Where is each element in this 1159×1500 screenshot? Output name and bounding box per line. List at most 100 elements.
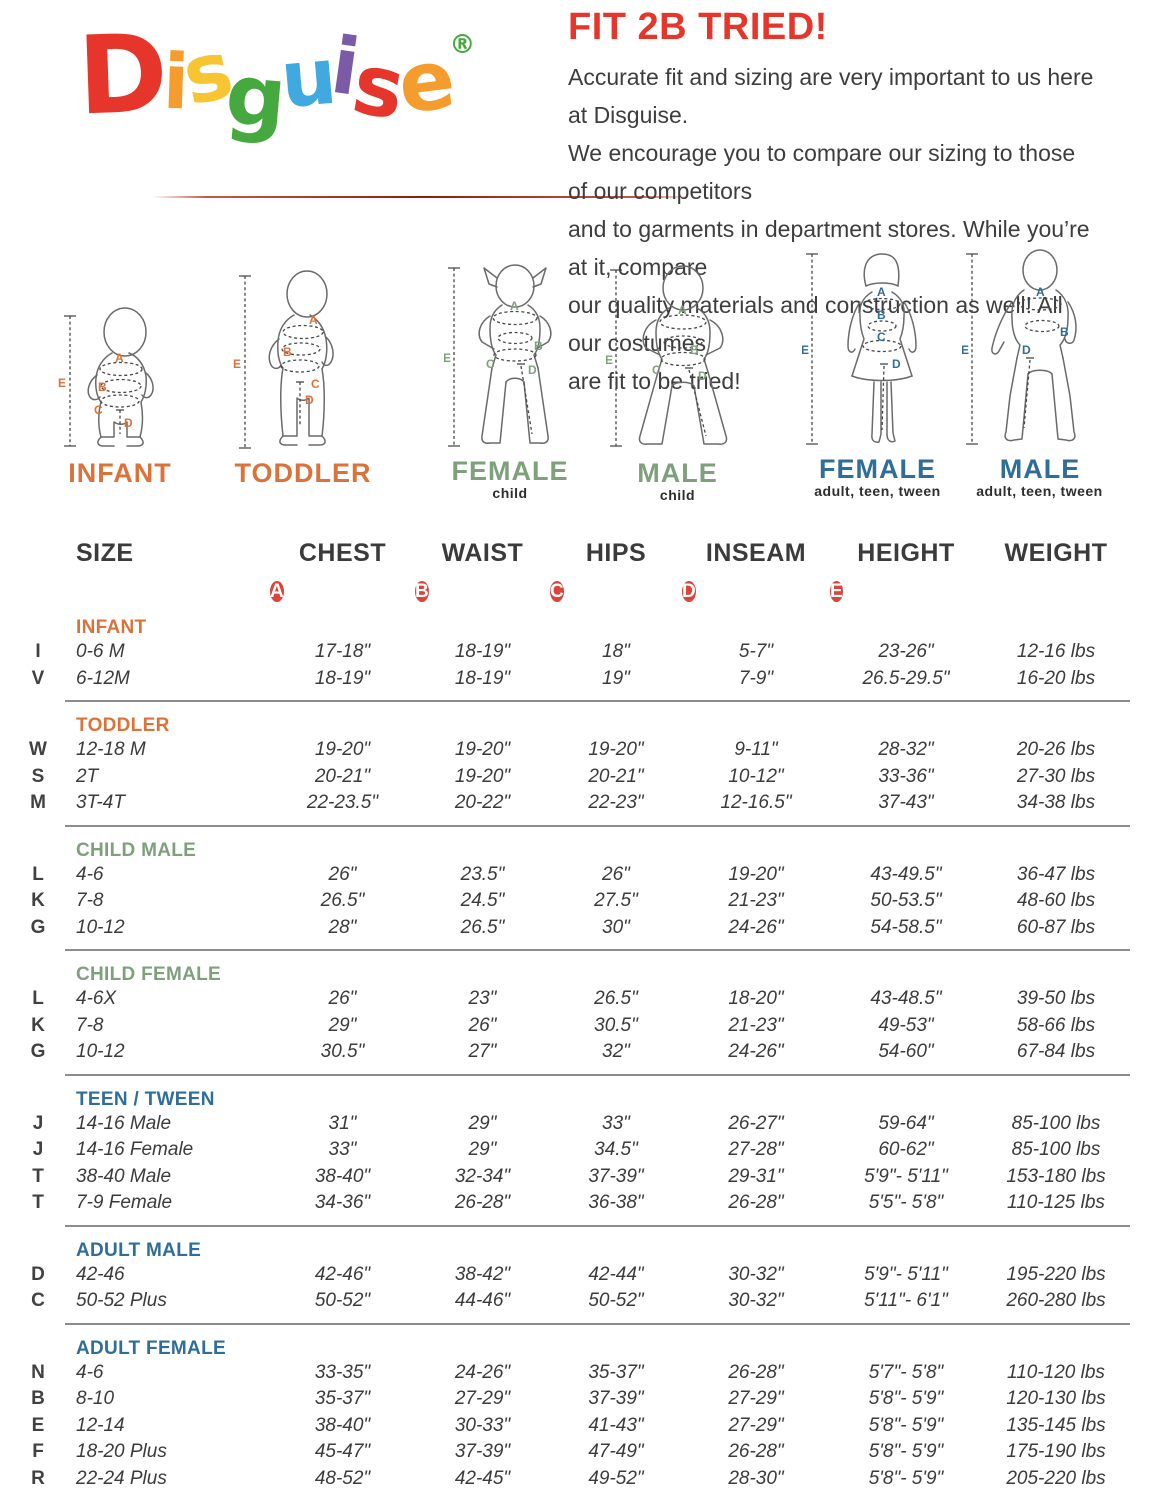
row-weight: 27-30 lbs — [1016, 765, 1096, 787]
row-height: 5'8"- 5'9" — [868, 1414, 944, 1436]
row-inseam: 24-26" — [728, 1041, 784, 1063]
size-row: G 10-12 30.5" 27" 32" 24-26" 54-60" 67-84 lbs — [20, 1039, 1130, 1066]
row-weight: 60-87 lbs — [1016, 916, 1096, 938]
size-table: SIZE CHEST WAIST HIPS INSEAM HEIGHT WEIG… — [20, 536, 1130, 1492]
col-header-size: SIZE — [76, 538, 134, 567]
row-chest: 17-18" — [314, 641, 371, 663]
row-waist: 20-22" — [454, 792, 511, 814]
size-row: I 0-6 M 17-18" 18-19" 18" 5-7" 23-26" 12-16 lbs — [20, 639, 1130, 666]
row-inseam: 26-27" — [728, 1112, 784, 1134]
logo-underline — [152, 196, 692, 198]
badge-c: C — [550, 581, 564, 602]
row-code: G — [30, 1041, 46, 1063]
svg-text:C: C — [311, 377, 320, 391]
row-size: 14-16 Male — [76, 1112, 172, 1134]
size-row: S 2T 20-21" 19-20" 20-21" 10-12" 33-36" 27-30 l… — [20, 764, 1130, 791]
row-chest: 18-19" — [314, 667, 371, 689]
row-weight: 85-100 lbs — [1011, 1139, 1101, 1161]
row-weight: 36-47 lbs — [1016, 863, 1096, 885]
toddler-figure-illustration: E A B C D — [233, 270, 334, 449]
svg-text:B: B — [1060, 325, 1069, 339]
size-row: N 4-6 33-35" 24-26" 35-37" 26-28" 5'7"- 5'8" 11… — [20, 1360, 1130, 1387]
badge-e: E — [830, 581, 843, 602]
row-waist: 30-33" — [454, 1414, 511, 1436]
section-divider — [65, 1322, 1130, 1325]
row-inseam: 26-28" — [728, 1192, 784, 1214]
row-size: 3T-4T — [76, 792, 125, 814]
svg-text:B: B — [534, 339, 543, 353]
row-chest: 45-47" — [314, 1441, 371, 1463]
row-height: 28-32" — [878, 739, 934, 761]
row-weight: 34-38 lbs — [1016, 792, 1096, 814]
size-row: J 14-16 Female 33" 29" 34.5" 27-28" 60-62" 85-1… — [20, 1137, 1130, 1164]
row-chest: 31" — [328, 1112, 357, 1134]
row-code: J — [32, 1139, 44, 1161]
row-weight: 20-26 lbs — [1016, 739, 1096, 761]
row-size: 42-46 — [76, 1263, 125, 1285]
row-weight: 67-84 lbs — [1016, 1041, 1096, 1063]
row-height: 5'5"- 5'8" — [868, 1192, 944, 1214]
row-chest: 28" — [328, 916, 357, 938]
section-title-child-male: CHILD MALE — [76, 839, 197, 861]
svg-text:E: E — [606, 353, 613, 367]
row-chest: 33-35" — [314, 1361, 371, 1383]
row-code: G — [30, 916, 46, 938]
row-height: 33-36" — [878, 765, 934, 787]
row-chest: 30.5" — [320, 1041, 365, 1063]
row-hips: 32" — [602, 1041, 630, 1063]
row-weight: 58-66 lbs — [1016, 1014, 1096, 1036]
logo-letter: D — [75, 11, 165, 140]
row-hips: 26.5" — [594, 988, 638, 1010]
row-inseam: 21-23" — [728, 1014, 784, 1036]
row-chest: 26" — [328, 988, 357, 1010]
row-code: J — [32, 1112, 44, 1134]
row-size: 7-9 Female — [76, 1192, 173, 1214]
row-waist: 24-26" — [454, 1361, 511, 1383]
row-code: T — [32, 1165, 44, 1187]
row-waist: 38-42" — [454, 1263, 511, 1285]
row-code: S — [31, 765, 45, 787]
svg-text:C: C — [94, 403, 103, 417]
row-weight: 260-280 lbs — [1006, 1290, 1106, 1312]
svg-text:E: E — [233, 357, 241, 371]
size-row: B 8-10 35-37" 27-29" 37-39" 27-29" 5'8"- 5'9" 1… — [20, 1386, 1130, 1413]
svg-text:D: D — [305, 393, 314, 407]
row-hips: 49-52" — [588, 1467, 644, 1489]
figure-label-toddler: TODDLER — [234, 458, 372, 488]
row-height: 5'8"- 5'9" — [868, 1467, 944, 1489]
row-size: 10-12 — [76, 1041, 125, 1063]
row-waist: 26" — [468, 1014, 497, 1036]
svg-text:C: C — [652, 363, 661, 377]
row-size: 50-52 Plus — [76, 1290, 167, 1312]
row-height: 5'8"- 5'9" — [868, 1388, 944, 1410]
row-code: K — [31, 1014, 45, 1036]
section-title-child-female: CHILD FEMALE — [76, 964, 222, 985]
section-title-toddler: TODDLER — [76, 715, 170, 736]
size-row: E 12-14 38-40" 30-33" 41-43" 27-29" 5'8"- 5'9"… — [20, 1413, 1130, 1440]
row-waist: 29" — [468, 1139, 497, 1161]
svg-text:A: A — [1036, 285, 1045, 299]
row-waist: 19-20" — [454, 739, 511, 761]
section-divider — [65, 700, 1130, 702]
row-height: 59-64" — [878, 1112, 934, 1134]
svg-text:B: B — [877, 308, 886, 322]
male-adult-figure-illustration: E A B D — [962, 249, 1077, 445]
row-height: 5'7"- 5'8" — [868, 1361, 944, 1383]
row-waist: 24.5" — [460, 890, 505, 912]
size-row: K 7-8 29" 26" 30.5" 21-23" 49-53" 58-66 lbs — [20, 1013, 1130, 1040]
svg-text:C: C — [486, 357, 495, 371]
row-hips: 18" — [602, 641, 630, 663]
logo-letter: g — [222, 44, 286, 148]
row-waist: 18-19" — [454, 641, 511, 663]
row-height: 5'11"- 6'1" — [864, 1290, 948, 1312]
svg-text:A: A — [678, 303, 687, 317]
section-divider — [65, 1073, 1130, 1076]
row-hips: 30.5" — [594, 1014, 638, 1036]
row-chest: 22-23.5" — [306, 792, 379, 814]
section-title-adult-female: ADULT FEMALE — [76, 1337, 226, 1359]
row-hips: 36-38" — [588, 1192, 644, 1214]
size-row: L 4-6 26" 23.5" 26" 19-20" 43-49.5" 36-47 lbs — [20, 862, 1130, 889]
